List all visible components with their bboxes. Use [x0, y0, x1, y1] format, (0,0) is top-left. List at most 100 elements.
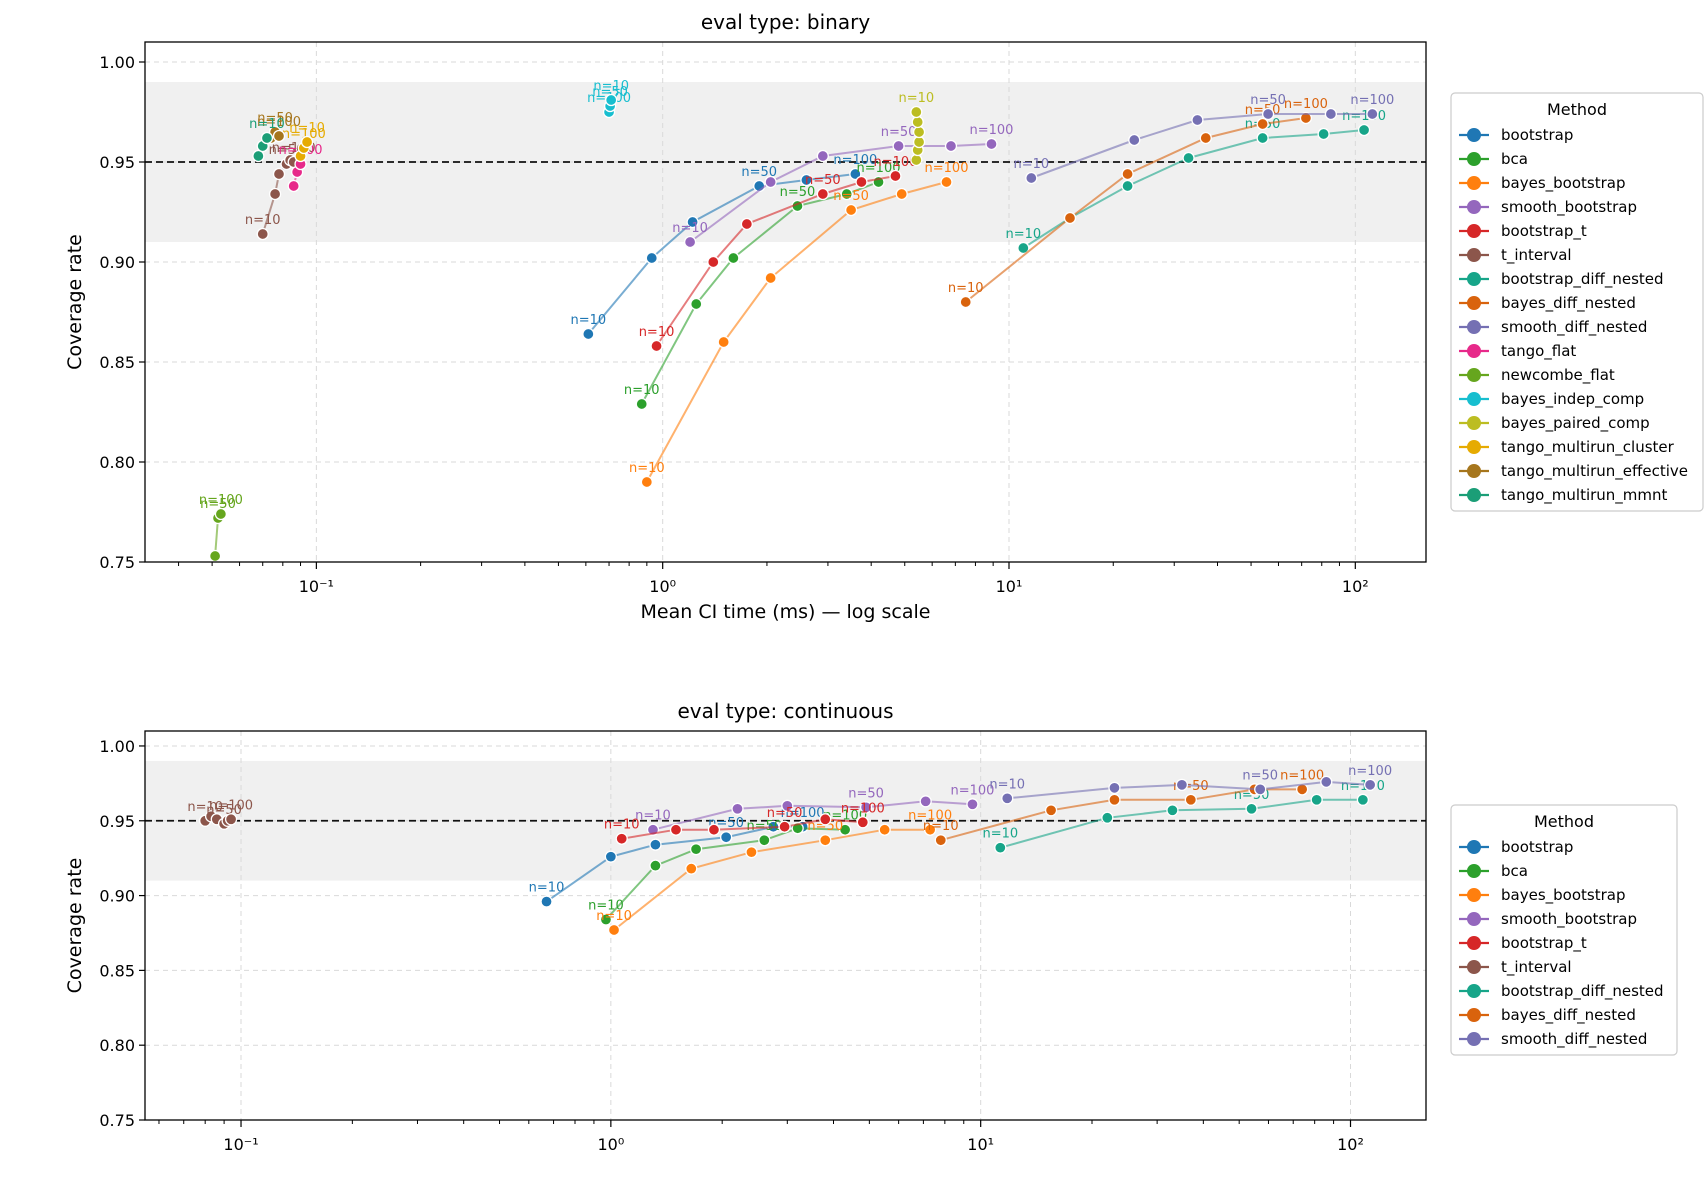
series-bootstrap: n=10 n=50 n=100	[570, 153, 877, 341]
series-smooth_diff_nested: n=10n=50 n=100	[1013, 93, 1394, 185]
point-label: n=10	[629, 461, 665, 476]
series-line	[1000, 798, 1363, 849]
legend-swatch-marker	[1467, 296, 1481, 310]
data-point	[745, 846, 758, 859]
data-point	[1025, 171, 1038, 185]
point-label: n=50	[592, 85, 628, 100]
series-bca: n=10 n=50 n=100	[624, 161, 901, 411]
legend-item: t_interval	[1459, 246, 1572, 265]
legend-item: bootstrap	[1459, 126, 1573, 144]
data-point	[910, 153, 923, 167]
legend-item: tango_flat	[1459, 342, 1576, 361]
data-point	[781, 799, 794, 812]
data-point	[819, 834, 832, 847]
point-label: n=50	[881, 125, 917, 140]
legend-item: bayes_bootstrap	[1459, 886, 1625, 905]
series-newcombe_flat: n=50n=100	[199, 493, 243, 563]
data-point	[599, 913, 613, 926]
legend-swatch-marker	[1467, 488, 1481, 502]
data-point	[910, 105, 923, 119]
point-label: n=50	[200, 497, 236, 512]
y-tick-label: 1.00	[99, 53, 135, 72]
legend-item: bayes_diff_nested	[1459, 1006, 1636, 1025]
data-point	[859, 801, 873, 814]
data-point	[690, 297, 703, 311]
legend-label: bca	[1501, 862, 1528, 880]
point-label: n=50	[257, 111, 293, 126]
data-point	[1366, 107, 1379, 121]
x-tick-label: 10⁰	[597, 1135, 624, 1154]
point-label: n=100	[1342, 109, 1386, 124]
data-point	[683, 235, 697, 249]
point-label: n=50	[1250, 93, 1286, 108]
series-bayes_paired_comp: n=10	[898, 91, 934, 167]
point-label: n=10	[289, 121, 325, 136]
point-label: n=100	[857, 161, 901, 176]
data-point	[855, 175, 868, 189]
series-smooth_bootstrap: n=10 n=50 n=100	[635, 783, 994, 836]
legend-label: t_interval	[1501, 958, 1572, 977]
y-tick-label: 0.75	[99, 553, 135, 572]
series-bayes_bootstrap: n=10 n=50 n=100	[596, 809, 952, 937]
legend-label: bootstrap_diff_nested	[1501, 982, 1664, 1001]
legend-item: smooth_bootstrap	[1459, 910, 1637, 929]
panel-title: eval type: continuous	[677, 699, 893, 723]
data-point	[940, 175, 953, 189]
data-point	[740, 217, 754, 231]
legend-swatch-marker	[1467, 936, 1481, 950]
point-label: n=10	[529, 881, 565, 896]
data-point	[919, 795, 932, 808]
legend-item: bayes_paired_comp	[1459, 414, 1650, 433]
data-point	[800, 173, 813, 187]
data-point	[840, 187, 853, 201]
legend: Method bootstrap bca bayes_bootstrap smooth_…	[1450, 804, 1678, 1056]
legend-label: bayes_bootstrap	[1501, 174, 1625, 193]
point-label: n=50	[848, 786, 884, 801]
y-tick-label: 0.90	[99, 887, 135, 906]
point-label: n=100	[908, 809, 952, 824]
series-line	[645, 181, 947, 483]
legend-swatch-marker	[1467, 344, 1481, 358]
data-point	[1063, 211, 1077, 225]
legend-swatch-marker	[1467, 224, 1481, 238]
legend-label: bayes_diff_nested	[1501, 294, 1636, 313]
legend-swatch-marker	[1467, 320, 1481, 334]
data-point	[1363, 778, 1377, 792]
point-label: n=100	[833, 153, 877, 168]
y-tick-label: 0.80	[99, 453, 135, 472]
legend-label: tango_multirun_mmnt	[1501, 486, 1668, 505]
legend-label: bayes_diff_nested	[1501, 1006, 1636, 1025]
legend-label: smooth_bootstrap	[1501, 198, 1637, 217]
data-point	[1108, 793, 1121, 806]
legend-label: bayes_paired_comp	[1501, 414, 1650, 433]
point-label: n=10	[1005, 227, 1041, 242]
data-point	[649, 838, 662, 851]
point-label: n=100	[1348, 764, 1392, 779]
legend-label: bayes_bootstrap	[1501, 886, 1625, 905]
legend-label: t_interval	[1501, 246, 1572, 265]
data-point	[895, 187, 908, 201]
legend-label: smooth_bootstrap	[1501, 910, 1637, 929]
legend-swatch-marker	[1467, 392, 1481, 406]
legend-item: bca	[1459, 862, 1528, 880]
data-point	[1191, 113, 1204, 127]
y-tick-label: 0.85	[99, 961, 135, 980]
series-line	[965, 117, 1307, 303]
point-label: n=100	[925, 161, 969, 176]
point-label: n=10	[635, 809, 671, 824]
data-point	[1001, 792, 1014, 805]
x-tick-label: 10⁻¹	[299, 577, 334, 596]
legend-label: bayes_indep_comp	[1501, 390, 1644, 409]
series-bootstrap_diff_nested: n=10n=50n=100	[982, 779, 1385, 854]
data-point	[605, 93, 618, 107]
data-point	[849, 167, 862, 181]
data-point	[717, 335, 730, 349]
data-point	[719, 831, 733, 844]
point-label: n=10	[249, 117, 285, 132]
point-label: n=50	[807, 819, 843, 834]
data-point	[582, 327, 595, 341]
point-label: n=100	[209, 798, 253, 813]
point-label: n=100	[1341, 779, 1385, 794]
